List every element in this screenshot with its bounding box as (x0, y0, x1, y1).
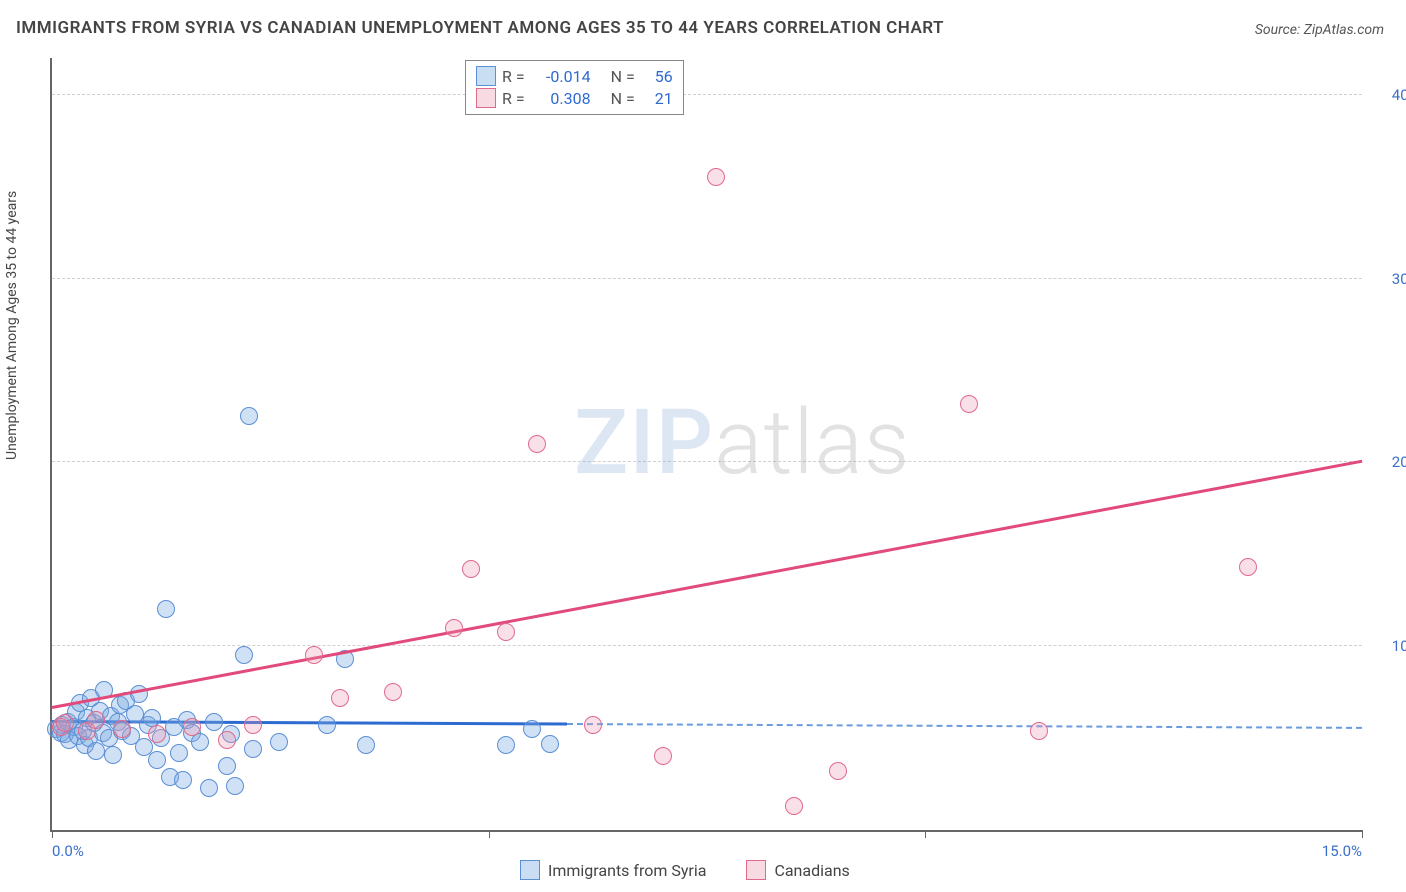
y-axis-label: Unemployment Among Ages 35 to 44 years (4, 191, 20, 460)
data-point (56, 714, 74, 732)
legend-n-label: N = (611, 89, 635, 108)
source-label: Source: ZipAtlas.com (1255, 22, 1384, 38)
legend-r-label: R = (502, 67, 525, 86)
legend-item: Canadians (746, 860, 849, 880)
data-point (707, 168, 725, 186)
data-point (200, 779, 218, 797)
legend-swatch (520, 860, 540, 880)
data-point (87, 711, 105, 729)
data-point (104, 746, 122, 764)
data-point (183, 718, 201, 736)
x-tick (1362, 830, 1363, 838)
grid-line (52, 94, 1362, 95)
data-point (654, 747, 672, 765)
data-point (148, 725, 166, 743)
data-point (244, 716, 262, 734)
data-point (1239, 558, 1257, 576)
legend-series-name: Immigrants from Syria (548, 861, 706, 880)
data-point (445, 619, 463, 637)
data-point (384, 683, 402, 701)
data-point (785, 797, 803, 815)
data-point (960, 395, 978, 413)
data-point (497, 623, 515, 641)
legend-r-value: 0.308 (531, 89, 591, 108)
data-point (157, 600, 175, 618)
data-point (143, 709, 161, 727)
data-point (462, 560, 480, 578)
legend-row: R = 0.308 N = 21 (476, 87, 673, 109)
data-point (244, 740, 262, 758)
grid-line (52, 645, 1362, 646)
data-point (170, 744, 188, 762)
data-point (305, 646, 323, 664)
legend-swatch (476, 66, 496, 86)
chart-title: IMMIGRANTS FROM SYRIA VS CANADIAN UNEMPL… (16, 18, 944, 38)
legend-swatch (476, 88, 496, 108)
trend-line (52, 460, 1362, 709)
legend-n-value: 56 (641, 67, 673, 86)
series-legend: Immigrants from Syria Canadians (520, 860, 850, 880)
data-point (113, 720, 131, 738)
legend-r-label: R = (502, 89, 525, 108)
legend-item: Immigrants from Syria (520, 860, 706, 880)
data-point (1030, 722, 1048, 740)
data-point (357, 736, 375, 754)
correlation-legend: R = -0.014 N = 56 R = 0.308 N = 21 (465, 60, 684, 115)
data-point (226, 777, 244, 795)
scatter-plot: 10.0%20.0%30.0%40.0%0.0%15.0% (50, 58, 1362, 832)
x-tick (489, 830, 490, 838)
x-tick-label: 15.0% (1322, 842, 1362, 860)
grid-line (52, 461, 1362, 462)
data-point (270, 733, 288, 751)
data-point (523, 720, 541, 738)
data-point (331, 689, 349, 707)
data-point (497, 736, 515, 754)
legend-series-name: Canadians (774, 861, 849, 880)
trend-line (567, 723, 1362, 729)
data-point (528, 435, 546, 453)
data-point (240, 407, 258, 425)
y-tick-label: 40.0% (1372, 86, 1406, 104)
legend-row: R = -0.014 N = 56 (476, 65, 673, 87)
data-point (205, 713, 223, 731)
legend-n-value: 21 (641, 89, 673, 108)
data-point (235, 646, 253, 664)
data-point (829, 762, 847, 780)
data-point (541, 735, 559, 753)
x-tick (925, 830, 926, 838)
y-tick-label: 20.0% (1372, 453, 1406, 471)
data-point (174, 771, 192, 789)
legend-r-value: -0.014 (531, 67, 591, 86)
data-point (218, 731, 236, 749)
legend-n-label: N = (611, 67, 635, 86)
x-tick (52, 830, 53, 838)
legend-swatch (746, 860, 766, 880)
data-point (318, 716, 336, 734)
data-point (584, 716, 602, 734)
y-tick-label: 10.0% (1372, 637, 1406, 655)
grid-line (52, 278, 1362, 279)
x-tick-label: 0.0% (52, 842, 84, 860)
data-point (148, 751, 166, 769)
data-point (218, 757, 236, 775)
y-tick-label: 30.0% (1372, 270, 1406, 288)
